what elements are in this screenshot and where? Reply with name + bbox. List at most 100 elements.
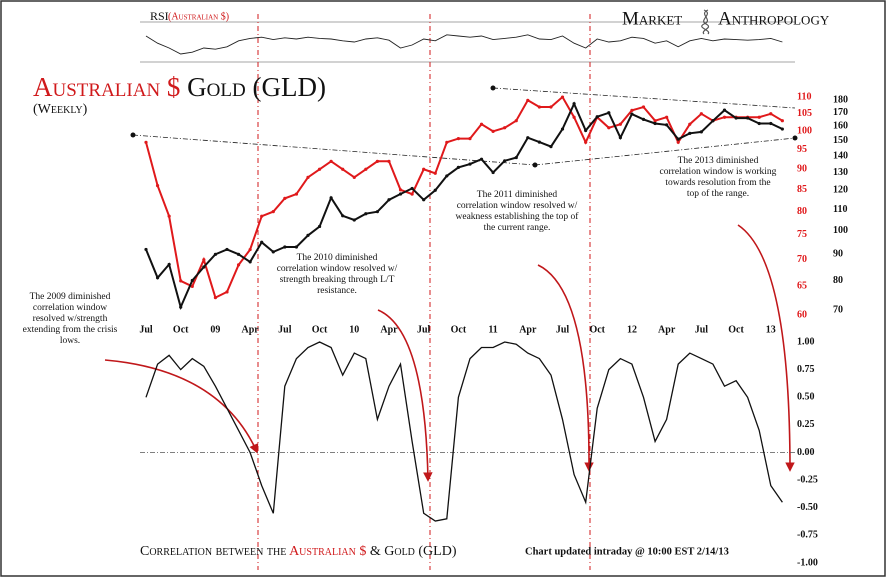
rsi-subtitle: (Australian $) [168,11,229,22]
price-point [780,119,784,123]
price-point [398,188,403,192]
annotation: weakness establishing the top of [456,211,580,222]
price-point [144,140,148,144]
price-point [167,262,171,267]
x-tick-label: 10 [349,324,359,335]
price-line [145,101,783,311]
x-tick-label: Jul [417,324,431,335]
price-point [549,145,553,149]
price-point [722,115,727,119]
price-point [167,214,171,218]
price-point [248,247,252,252]
y-tick-label: -0.25 [797,474,818,485]
price-point [630,108,634,112]
y2-tick-label: 85 [797,184,807,195]
price-point [572,102,576,106]
price-point [410,186,414,191]
y-tick-label: 1.00 [797,336,815,347]
price-point [665,123,669,127]
price-point [630,112,634,116]
price-point [387,198,391,202]
price-point [699,130,703,134]
price-point [560,95,565,99]
x-tick-label: 11 [488,324,497,335]
price-point [144,247,148,252]
price-point [722,108,727,112]
price-point [190,284,194,288]
chart-title: Australian $ Gold (GLD) [33,72,326,102]
price-point [445,140,449,144]
trend-lines [132,87,796,166]
rsi-title: RSI [150,9,169,23]
x-tick-label: Apr [242,324,260,335]
price-point [375,210,379,214]
price-point [514,155,518,160]
price-point [572,115,576,119]
annotation: strength breaking through L/T [280,275,395,285]
update-note: Chart updated intraday @ 10:00 EST 2/14/… [525,546,729,557]
price-point [479,122,484,126]
price-point [456,137,460,141]
event-lines [257,14,591,570]
caption-part: & Gold (GLD) [370,544,457,559]
y-tick-label: 100 [833,225,848,236]
y-tick-label: 180 [833,94,848,105]
x-tick-label: 13 [766,324,776,335]
annotation: towards resolution from the [665,177,770,188]
price-point [468,137,472,141]
price-point [179,305,183,309]
price-point [503,159,507,163]
price-point [271,250,275,254]
price-point [422,198,426,202]
price-point [769,112,773,116]
y-tick-label: 150 [833,135,848,146]
y-tick-label: -0.50 [797,502,818,513]
y2-tick-label: 65 [797,281,807,292]
y-tick-label: 80 [833,275,843,286]
price-point [271,210,275,214]
price-point [560,127,565,131]
price-point [676,137,680,141]
price-point [514,119,518,123]
price-point [317,167,322,171]
annotation: The 2011 diminished [477,190,558,200]
price-point [341,214,345,218]
price-point [352,218,356,222]
x-tick-label: Jul [695,324,709,335]
x-tick-label: Jul [278,324,292,335]
caption-highlight: Australian $ [289,544,366,559]
annotation: The 2009 diminished [30,292,111,302]
x-tick-label: Oct [728,324,744,335]
y-tick-label: 90 [833,249,843,260]
arrows [104,224,795,482]
annotation: correlation window resolved w/ [277,264,398,274]
price-point [329,196,333,200]
price-point [260,240,264,244]
price-point [375,159,379,163]
price-point [364,167,368,171]
x-tick-label: 12 [627,324,637,335]
y-tick-label: 0.75 [797,364,815,375]
x-tick-label: Oct [451,324,467,335]
y2-tick-label: 90 [797,164,807,175]
price-point [699,112,703,116]
price-point [225,290,229,294]
price-point [607,111,611,115]
price-point [468,162,472,166]
y2-tick-label: 80 [797,206,807,217]
annotation: The 2010 diminished [297,253,378,263]
price-point [491,170,495,175]
price-point [422,167,426,171]
price-point [641,105,646,109]
y2-tick-label: 60 [797,309,807,320]
price-point [641,117,646,122]
price-point [734,116,738,120]
x-tick-label: Oct [312,324,328,335]
rsi-line [145,34,783,55]
x-tick-label: Apr [658,324,676,335]
chart-subtitle: (Weekly) [33,102,88,117]
price-point [780,127,784,131]
price-point [549,105,553,109]
